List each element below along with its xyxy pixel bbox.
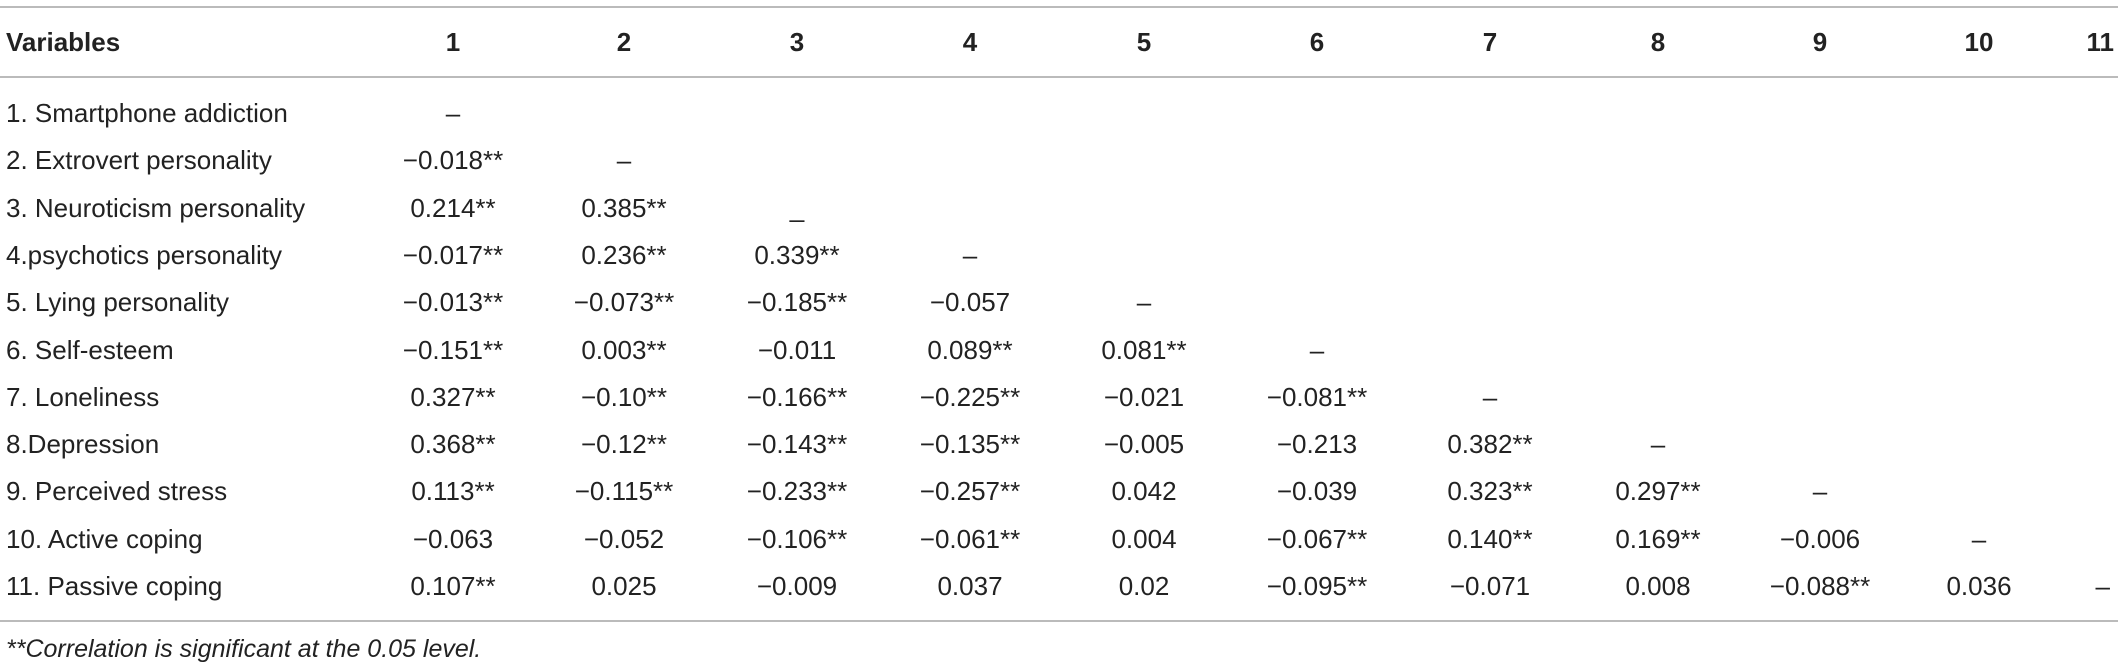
cell: 0.339** [754, 239, 840, 270]
cell: −0.081** [1266, 381, 1368, 412]
row-label: 11. Passive coping [6, 571, 223, 601]
cell: −0.018** [402, 145, 504, 176]
row-label: 5. Lying personality [6, 287, 230, 318]
footnote: **Correlation is significant at the 0.05… [6, 635, 482, 663]
row-label: 10. Active coping [6, 523, 203, 554]
cell: −0.021 [1103, 381, 1185, 412]
row-label: 6. Self-esteem [6, 334, 174, 365]
cell: −0.011 [757, 334, 837, 365]
column-header: Variables [6, 27, 121, 57]
cell: −0.106** [746, 523, 848, 554]
cell: 0.081** [1101, 334, 1187, 365]
cell: −0.12** [580, 429, 668, 460]
cell: – [1971, 523, 1987, 554]
column-header: 2 [616, 27, 632, 57]
cell: −0.017** [402, 239, 504, 270]
cell: 0.107** [410, 571, 496, 601]
row-label: 9. Perceived stress [6, 476, 228, 507]
row-label: 4.psychotics personality [6, 239, 283, 270]
cell: _ [789, 192, 805, 223]
cell: 0.037 [937, 571, 1003, 601]
row-label: 1. Smartphone addiction [6, 98, 288, 128]
cell: 0.042 [1111, 476, 1177, 507]
cell: −0.143** [746, 429, 848, 460]
cell: 0.368** [410, 429, 496, 460]
cell: −0.067** [1266, 523, 1368, 554]
cell: −0.057 [929, 287, 1011, 318]
cell: – [616, 145, 632, 176]
bottom-rule [0, 620, 2118, 622]
cell: – [2095, 571, 2110, 601]
cell: −0.10** [580, 381, 668, 412]
cell: −0.009 [756, 571, 838, 601]
cell: – [1812, 476, 1828, 507]
cell: −0.225** [919, 381, 1021, 412]
header-rule [0, 76, 2118, 78]
cell: −0.006 [1779, 523, 1861, 554]
cell: 0.003** [581, 334, 667, 365]
cell: 0.323** [1447, 476, 1533, 507]
cell: −0.073** [573, 287, 675, 318]
cell: −0.213 [1276, 429, 1358, 460]
cell: −0.063 [412, 523, 494, 554]
cell: −0.135** [919, 429, 1021, 460]
cell: – [1482, 381, 1498, 412]
column-header: 1 [445, 27, 461, 57]
cell: 0.214** [410, 192, 496, 223]
column-header: 3 [789, 27, 805, 57]
cell: −0.151** [402, 334, 504, 365]
cell: – [1650, 429, 1666, 460]
cell: −0.071 [1449, 571, 1531, 601]
cell: – [1309, 334, 1325, 365]
cell: 0.236** [581, 239, 667, 270]
cell: −0.061** [919, 523, 1021, 554]
cell: 0.382** [1447, 429, 1533, 460]
cell: −0.233** [746, 476, 848, 507]
cell: 0.02 [1118, 571, 1170, 601]
column-header: 7 [1482, 27, 1498, 57]
column-header: 6 [1309, 27, 1325, 57]
column-header: 9 [1812, 27, 1828, 57]
cell: −0.185** [746, 287, 848, 318]
row-label: 7. Loneliness [6, 381, 160, 412]
cell: – [445, 98, 461, 128]
row-label: 3. Neuroticism personality [6, 192, 306, 223]
column-header: 11 [2086, 27, 2115, 57]
cell: 0.089** [927, 334, 1013, 365]
cell: −0.005 [1103, 429, 1185, 460]
cell: −0.115** [574, 476, 674, 507]
cell: 0.385** [581, 192, 667, 223]
column-header: 8 [1650, 27, 1666, 57]
row-label: 8.Depression [6, 429, 160, 460]
cell: −0.088** [1769, 571, 1871, 601]
cell: – [962, 239, 978, 270]
cell: −0.095** [1266, 571, 1368, 601]
cell: −0.166** [746, 381, 848, 412]
cell: −0.052 [583, 523, 665, 554]
cell: 0.025 [591, 571, 657, 601]
cell: −0.257** [919, 476, 1021, 507]
cell: 0.140** [1447, 523, 1533, 554]
column-header: 5 [1136, 27, 1152, 57]
cell: −0.013** [402, 287, 504, 318]
column-header: 10 [1964, 27, 1994, 57]
cell: 0.113** [411, 476, 495, 507]
top-rule [0, 6, 2118, 8]
cell: 0.008 [1625, 571, 1691, 601]
cell: 0.004 [1111, 523, 1177, 554]
cell: 0.169** [1615, 523, 1701, 554]
cell: 0.297** [1615, 476, 1701, 507]
cell: −0.039 [1276, 476, 1358, 507]
cell: – [1136, 287, 1152, 318]
cell: 0.036 [1946, 571, 2012, 601]
column-header: 4 [962, 27, 978, 57]
cell: 0.327** [410, 381, 496, 412]
row-label: 2. Extrovert personality [6, 145, 272, 176]
